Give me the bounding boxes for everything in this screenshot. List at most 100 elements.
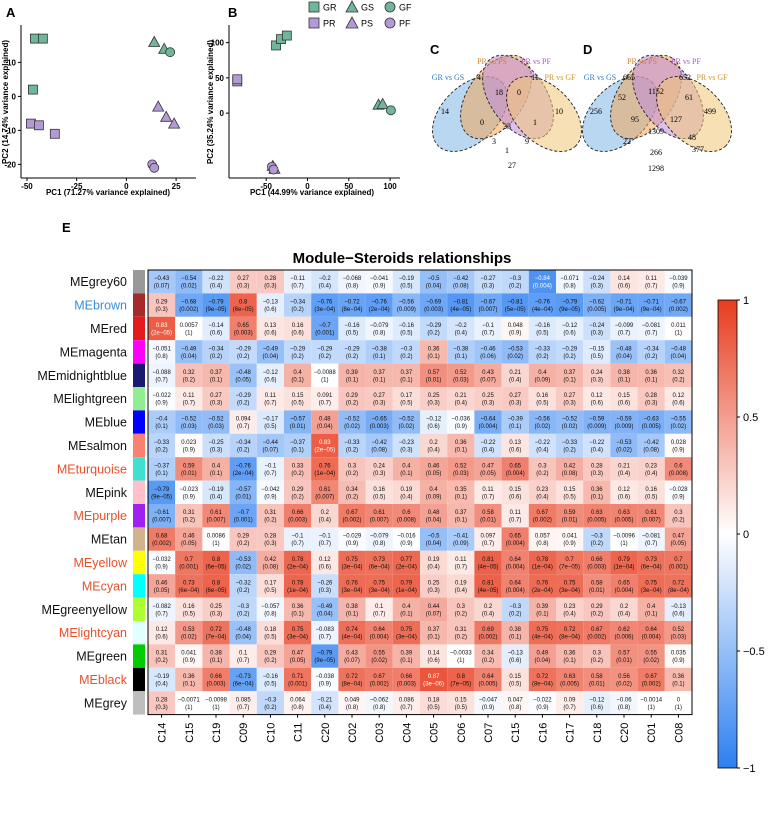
heatmap-cell-pvalue: (2e−04) <box>287 565 308 571</box>
heatmap-cell-pvalue: (0.6) <box>291 331 303 337</box>
heatmap-cell <box>229 433 257 458</box>
heatmap-cell-value: 0.44 <box>428 604 440 610</box>
heatmap-cell-value: 0.4 <box>538 370 547 376</box>
heatmap-cell-value: −0.72 <box>344 300 360 306</box>
heatmap-cell-value: 0.4 <box>402 604 411 610</box>
heatmap-cell-pvalue: (0.8) <box>291 705 303 711</box>
heatmap-cell-pvalue: (0.7) <box>645 541 657 547</box>
heatmap-cell <box>501 410 529 434</box>
heatmap-cell-pvalue: (0.008) <box>397 518 416 524</box>
heatmap-cell-value: −0.3 <box>264 697 277 703</box>
heatmap-cell-pvalue: (0.009) <box>397 307 416 313</box>
heatmap-cell <box>256 550 284 575</box>
heatmap-cell-value: −0.63 <box>644 417 660 423</box>
heatmap-cell-value: 0.19 <box>428 557 440 563</box>
colorbar-tick-label: −0.5 <box>743 646 765 658</box>
heatmap-cell-pvalue: (0.5) <box>427 705 439 711</box>
heatmap-cell-value: −0.71 <box>644 300 660 306</box>
heatmap-cell <box>556 457 584 481</box>
heatmap-cell-pvalue: (0.1) <box>645 377 657 383</box>
heatmap-cell-value: 0.38 <box>618 370 630 376</box>
module-color-swatch <box>133 574 145 598</box>
heatmap-cell-pvalue: (0.4) <box>319 518 331 524</box>
heatmap-cell-pvalue: (9e−05) <box>206 307 227 313</box>
heatmap-cell-pvalue: (0.1) <box>291 448 303 454</box>
heatmap-cell <box>474 504 502 528</box>
heatmap-cell-value: 0.023 <box>181 440 197 446</box>
heatmap-cell <box>556 433 584 458</box>
heatmap-cell-pvalue: (0.2) <box>455 611 467 617</box>
heatmap-cell-pvalue: (0.6) <box>618 401 630 407</box>
heatmap-cell-value: 0.36 <box>455 440 467 446</box>
heatmap-cell-value: −0.041 <box>370 276 389 282</box>
heatmap-cell <box>664 504 692 528</box>
heatmap-cell-value: 0.27 <box>237 276 249 282</box>
heatmap-cell-pvalue: (0.07) <box>426 611 442 617</box>
heatmap-cell <box>256 691 284 715</box>
heatmap-cell-pvalue: (0.3) <box>264 284 276 290</box>
heatmap-cell <box>474 433 502 458</box>
heatmap-cell <box>148 550 176 575</box>
heatmap-cell-value: 0.11 <box>482 487 494 493</box>
heatmap-cell-value: 0.16 <box>537 393 549 399</box>
heatmap-cell <box>637 574 665 598</box>
heatmap-cell-value: −0.37 <box>290 440 306 446</box>
heatmap-cell <box>528 480 556 504</box>
heatmap-cell-pvalue: (0.02) <box>235 565 251 571</box>
heatmap-cell-pvalue: (1e−04) <box>614 565 635 571</box>
heatmap-cell <box>583 293 611 317</box>
heatmap-cell-value: 0.035 <box>671 651 687 657</box>
heatmap-cell <box>148 316 176 341</box>
heatmap-cell-pvalue: (0.9) <box>672 494 684 500</box>
heatmap-cell-value: 0.2 <box>321 510 330 516</box>
heatmap-cell <box>420 457 448 481</box>
heatmap-cell-pvalue: (0.2) <box>536 471 548 477</box>
heatmap-cell-value: 0.8 <box>212 580 221 586</box>
pca-a-ytick-label: -20 <box>4 160 16 169</box>
heatmap-cell-pvalue: (0.003) <box>206 682 225 688</box>
heatmap-cell <box>338 504 366 528</box>
heatmap-cell <box>528 340 556 364</box>
heatmap-cell-pvalue: (0.9) <box>346 541 358 547</box>
heatmap-cell-value: 0.057 <box>535 534 551 540</box>
heatmap-cell-pvalue: (0.5) <box>264 682 276 688</box>
module-row-label: MEpink <box>85 486 127 500</box>
heatmap-cell-pvalue: (0.6) <box>672 611 684 617</box>
heatmap-cell <box>474 667 502 692</box>
heatmap-cell <box>229 363 257 387</box>
heatmap-cell-value: 0.094 <box>236 417 252 423</box>
heatmap-cell <box>284 480 312 504</box>
heatmap-cell-value: 0.72 <box>564 627 576 633</box>
pca-plot-b: PC1 (44.99% variance explained) PC2 (35.… <box>206 25 400 197</box>
venn-set-label: PR vs GF <box>696 73 728 82</box>
heatmap-cell-value: 0.49 <box>537 651 549 657</box>
heatmap-cell-value: 0.65 <box>237 323 249 329</box>
heatmap-cell <box>202 363 230 387</box>
heatmap-column-label: C19 <box>211 723 223 743</box>
heatmap-cell-value: 0.32 <box>673 370 685 376</box>
heatmap-cell-pvalue: (2e−04) <box>532 588 553 594</box>
heatmap-cell <box>256 433 284 458</box>
heatmap-cell-value: 0.0057 <box>180 323 199 329</box>
heatmap-cell <box>610 527 638 551</box>
panel-label-b: B <box>228 5 237 20</box>
heatmap-cell-value: −0.29 <box>426 323 442 329</box>
heatmap-cell-pvalue: (0.09) <box>453 541 469 547</box>
heatmap-cell-value: 0.3 <box>348 463 357 469</box>
heatmap-cell-pvalue: (2e−04) <box>369 307 390 313</box>
heatmap-cell-value: 0.37 <box>401 370 413 376</box>
heatmap-cell <box>148 270 176 294</box>
heatmap-cell <box>420 480 448 504</box>
heatmap-cell-pvalue: (0.5) <box>509 682 521 688</box>
heatmap-cell-pvalue: (3e−04) <box>342 565 363 571</box>
heatmap-cell <box>420 597 448 621</box>
heatmap-cell-pvalue: (0.2) <box>591 541 603 547</box>
heatmap-cell-pvalue: (0.002) <box>370 682 389 688</box>
heatmap-cell-pvalue: (0.9) <box>672 658 684 664</box>
heatmap-cell-pvalue: (0.1) <box>210 377 222 383</box>
heatmap-cell <box>610 340 638 364</box>
heatmap-cell-pvalue: (0.002) <box>342 518 361 524</box>
heatmap-cell <box>148 621 176 645</box>
heatmap-cell-pvalue: (0.02) <box>616 682 632 688</box>
heatmap-cell-value: 0.29 <box>346 393 358 399</box>
